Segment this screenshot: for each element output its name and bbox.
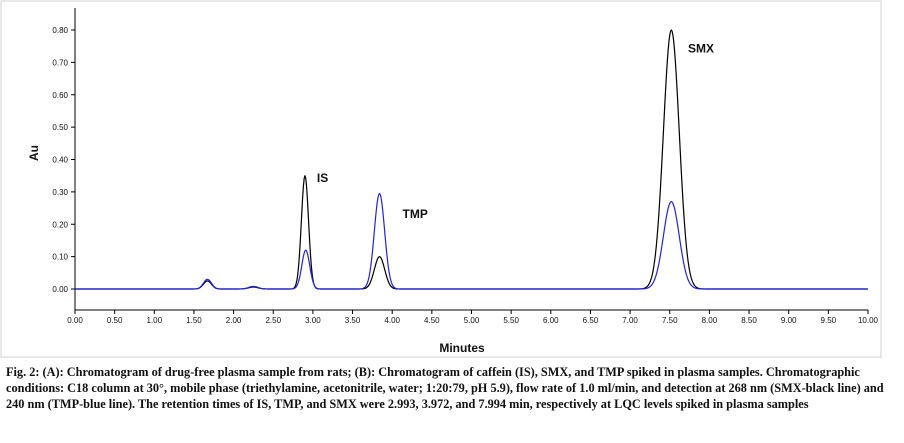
x-tick-label: 0.50 [107, 316, 123, 325]
peak-label-smx: SMX [688, 42, 714, 56]
series-line-black [75, 29, 868, 290]
x-axis-title: Minutes [439, 341, 485, 355]
x-tick-label: 4.00 [384, 316, 400, 325]
x-tick-label: 5.00 [464, 316, 480, 325]
y-tick-label: 0.60 [52, 91, 68, 100]
y-ticks: 0.00 0.10 0.20 0.30 0.40 0.50 0.60 0.70 0.80 [52, 26, 75, 294]
x-tick-label: 3.00 [305, 316, 321, 325]
x-tick-label: 8.50 [741, 316, 757, 325]
x-tick-label: 7.50 [662, 316, 678, 325]
x-tick-label: 8.00 [702, 316, 718, 325]
y-tick-label: 0.00 [52, 285, 68, 294]
chromatogram-chart: 0.00 0.10 0.20 0.30 0.40 0.50 0.60 0.70 0.80 0.0… [0, 0, 882, 358]
y-tick-label: 0.20 [52, 220, 68, 229]
x-tick-label: 5.50 [503, 316, 519, 325]
y-tick-label: 0.80 [52, 26, 68, 35]
x-tick-label: 10.00 [858, 316, 879, 325]
y-tick-label: 0.70 [52, 58, 68, 67]
x-tick-label: 3.50 [345, 316, 361, 325]
y-tick-label: 0.40 [52, 156, 68, 165]
peak-label-is: IS [317, 171, 328, 185]
x-tick-label: 0.00 [67, 316, 83, 325]
x-tick-label: 9.00 [781, 316, 797, 325]
x-tick-label: 1.50 [186, 316, 202, 325]
series-lines [75, 29, 868, 290]
y-tick-label: 0.30 [52, 188, 68, 197]
y-tick-label: 0.50 [52, 123, 68, 132]
x-tick-label: 2.50 [265, 316, 281, 325]
x-tick-label: 7.00 [622, 316, 638, 325]
y-tick-label: 0.10 [52, 253, 68, 262]
peak-label-tmp: TMP [403, 207, 428, 221]
peak-annotations: IS TMP SMX [317, 42, 714, 221]
figure-caption: Fig. 2: (A): Chromatogram of drug-free p… [6, 365, 884, 411]
figure-border [0, 0, 882, 358]
series-line-blue [75, 192, 868, 290]
y-axis-title: Au [27, 145, 41, 161]
x-tick-label: 6.00 [543, 316, 559, 325]
x-ticks: 0.00 0.50 1.00 1.50 2.00 2.50 3.00 3.50 4.00 4.50… [67, 310, 879, 325]
x-tick-label: 6.50 [583, 316, 599, 325]
x-tick-label: 9.50 [821, 316, 837, 325]
x-tick-label: 4.50 [424, 316, 440, 325]
x-tick-label: 2.00 [226, 316, 242, 325]
x-tick-label: 1.00 [147, 316, 163, 325]
